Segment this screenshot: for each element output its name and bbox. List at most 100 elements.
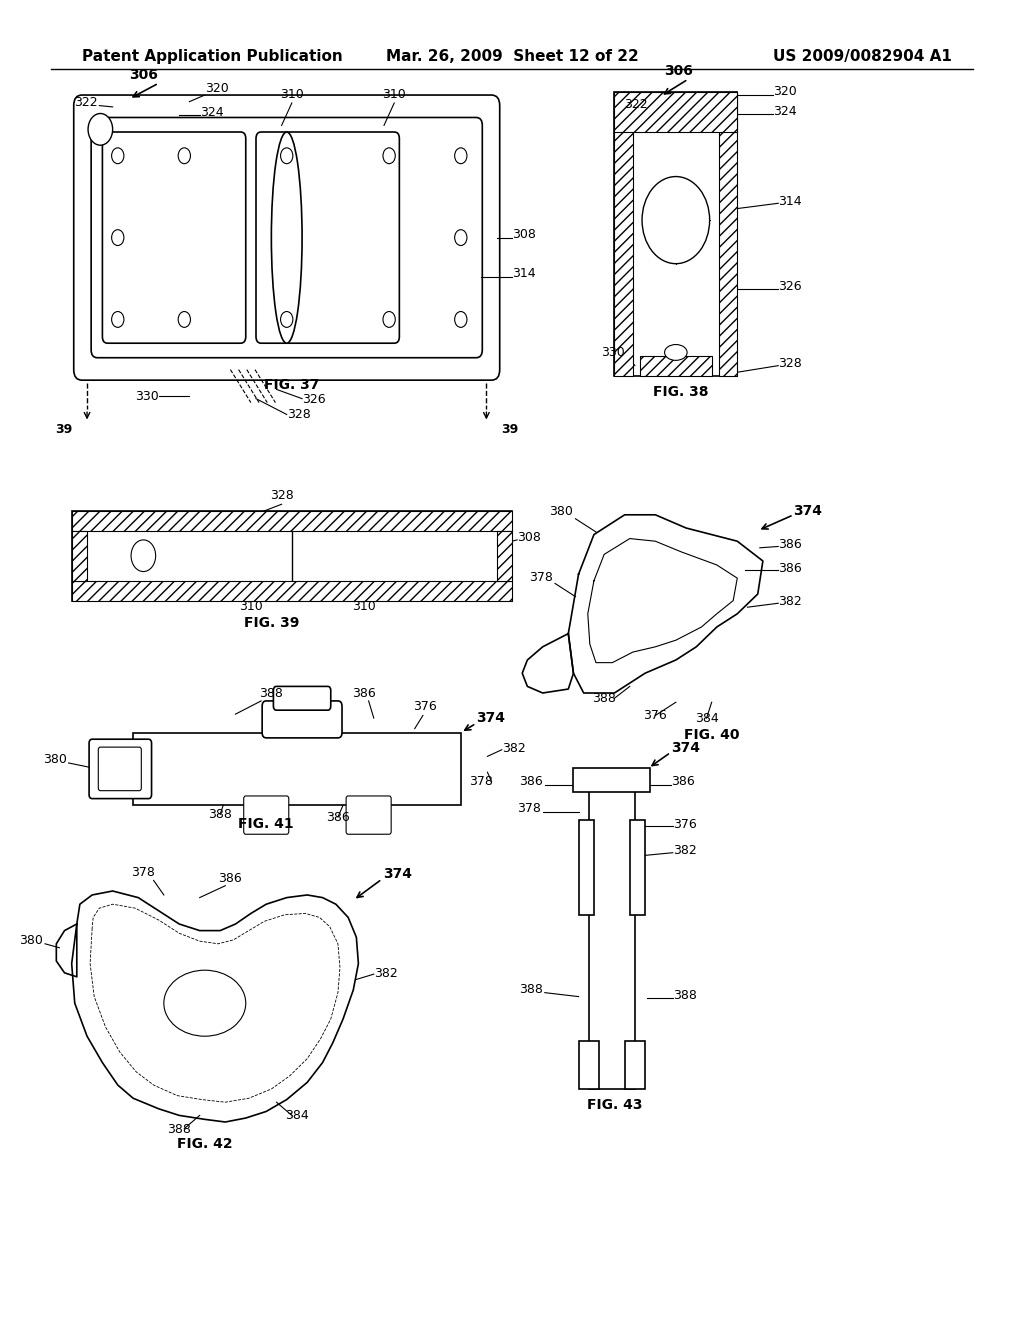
Text: FIG. 37: FIG. 37 bbox=[264, 379, 319, 392]
Text: +: + bbox=[200, 998, 210, 1008]
Circle shape bbox=[281, 148, 293, 164]
FancyBboxPatch shape bbox=[74, 95, 500, 380]
Text: 310: 310 bbox=[280, 87, 304, 100]
Circle shape bbox=[455, 230, 467, 246]
Text: 374: 374 bbox=[794, 504, 822, 517]
Text: 39: 39 bbox=[502, 422, 518, 436]
Text: 308: 308 bbox=[517, 531, 541, 544]
Text: 376: 376 bbox=[413, 700, 437, 713]
Bar bbox=[72, 581, 512, 601]
Text: 388: 388 bbox=[208, 808, 232, 821]
FancyBboxPatch shape bbox=[273, 686, 331, 710]
FancyBboxPatch shape bbox=[89, 739, 152, 799]
Circle shape bbox=[131, 540, 156, 572]
Bar bbox=[614, 92, 633, 376]
FancyBboxPatch shape bbox=[91, 117, 482, 358]
Text: 330: 330 bbox=[601, 346, 625, 359]
FancyBboxPatch shape bbox=[98, 747, 141, 791]
Bar bbox=[72, 511, 512, 531]
Text: Mar. 26, 2009  Sheet 12 of 22: Mar. 26, 2009 Sheet 12 of 22 bbox=[386, 49, 638, 65]
Text: 374: 374 bbox=[383, 867, 412, 880]
Circle shape bbox=[112, 312, 124, 327]
Text: 382: 382 bbox=[374, 966, 397, 979]
Text: 388: 388 bbox=[673, 989, 696, 1002]
Text: 378: 378 bbox=[529, 570, 553, 583]
Text: 382: 382 bbox=[502, 742, 525, 755]
Bar bbox=[497, 531, 512, 581]
Text: 306: 306 bbox=[129, 69, 158, 82]
Text: FIG. 42: FIG. 42 bbox=[177, 1138, 232, 1151]
Circle shape bbox=[112, 148, 124, 164]
Text: 386: 386 bbox=[519, 775, 543, 788]
Bar bbox=[573, 768, 650, 792]
Text: 322: 322 bbox=[625, 98, 648, 111]
Circle shape bbox=[455, 148, 467, 164]
Bar bbox=[579, 1041, 599, 1089]
Text: 314: 314 bbox=[512, 267, 536, 280]
Ellipse shape bbox=[271, 132, 302, 343]
Bar bbox=[614, 92, 737, 376]
Text: FIG. 38: FIG. 38 bbox=[653, 385, 709, 399]
Text: 380: 380 bbox=[43, 752, 67, 766]
Bar bbox=[589, 772, 635, 1089]
Circle shape bbox=[178, 148, 190, 164]
Text: 320: 320 bbox=[205, 82, 228, 95]
Text: 388: 388 bbox=[519, 982, 543, 995]
Circle shape bbox=[281, 312, 293, 327]
Bar bbox=[72, 531, 87, 581]
Text: 328: 328 bbox=[287, 408, 310, 421]
Circle shape bbox=[383, 148, 395, 164]
Text: 388: 388 bbox=[259, 686, 284, 700]
FancyBboxPatch shape bbox=[262, 701, 342, 738]
Text: 380: 380 bbox=[19, 933, 43, 946]
FancyBboxPatch shape bbox=[102, 132, 246, 343]
Circle shape bbox=[88, 114, 113, 145]
Bar bbox=[133, 733, 461, 805]
Text: 310: 310 bbox=[351, 599, 376, 612]
Text: 382: 382 bbox=[778, 594, 802, 607]
Bar bbox=[719, 92, 737, 376]
Text: 378: 378 bbox=[517, 801, 541, 814]
Text: US 2009/0082904 A1: US 2009/0082904 A1 bbox=[773, 49, 952, 65]
Text: FIG. 40: FIG. 40 bbox=[684, 729, 739, 742]
Text: FIG. 41: FIG. 41 bbox=[239, 817, 294, 830]
Text: 324: 324 bbox=[200, 106, 223, 119]
Ellipse shape bbox=[665, 345, 687, 360]
Text: 326: 326 bbox=[778, 280, 802, 293]
Circle shape bbox=[112, 230, 124, 246]
Text: Patent Application Publication: Patent Application Publication bbox=[82, 49, 343, 65]
Text: 386: 386 bbox=[778, 561, 802, 574]
Text: 328: 328 bbox=[269, 488, 294, 502]
Text: 380: 380 bbox=[550, 504, 573, 517]
Text: 378: 378 bbox=[469, 775, 494, 788]
FancyBboxPatch shape bbox=[256, 132, 399, 343]
Text: 382: 382 bbox=[673, 843, 696, 857]
Text: 384: 384 bbox=[694, 711, 719, 725]
Text: 314: 314 bbox=[778, 194, 802, 207]
Text: 330: 330 bbox=[135, 389, 159, 403]
Text: 378: 378 bbox=[131, 866, 156, 879]
Bar bbox=[630, 820, 645, 915]
Text: 386: 386 bbox=[671, 775, 694, 788]
Text: 386: 386 bbox=[218, 871, 243, 884]
Text: 310: 310 bbox=[239, 599, 263, 612]
Circle shape bbox=[642, 177, 710, 264]
Circle shape bbox=[455, 312, 467, 327]
Text: 308: 308 bbox=[512, 227, 536, 240]
Ellipse shape bbox=[164, 970, 246, 1036]
Text: 306: 306 bbox=[665, 65, 693, 78]
Text: 322: 322 bbox=[74, 95, 97, 108]
Text: 320: 320 bbox=[773, 84, 797, 98]
Text: 386: 386 bbox=[351, 686, 376, 700]
Text: 374: 374 bbox=[671, 742, 699, 755]
Bar bbox=[640, 356, 712, 376]
Text: 376: 376 bbox=[643, 709, 668, 722]
Text: FIG. 43: FIG. 43 bbox=[587, 1098, 642, 1111]
Bar bbox=[579, 820, 594, 915]
Bar bbox=[614, 92, 737, 132]
Text: 39: 39 bbox=[55, 422, 72, 436]
Text: 388: 388 bbox=[167, 1122, 191, 1135]
FancyBboxPatch shape bbox=[346, 796, 391, 834]
Circle shape bbox=[383, 312, 395, 327]
Text: 324: 324 bbox=[773, 104, 797, 117]
